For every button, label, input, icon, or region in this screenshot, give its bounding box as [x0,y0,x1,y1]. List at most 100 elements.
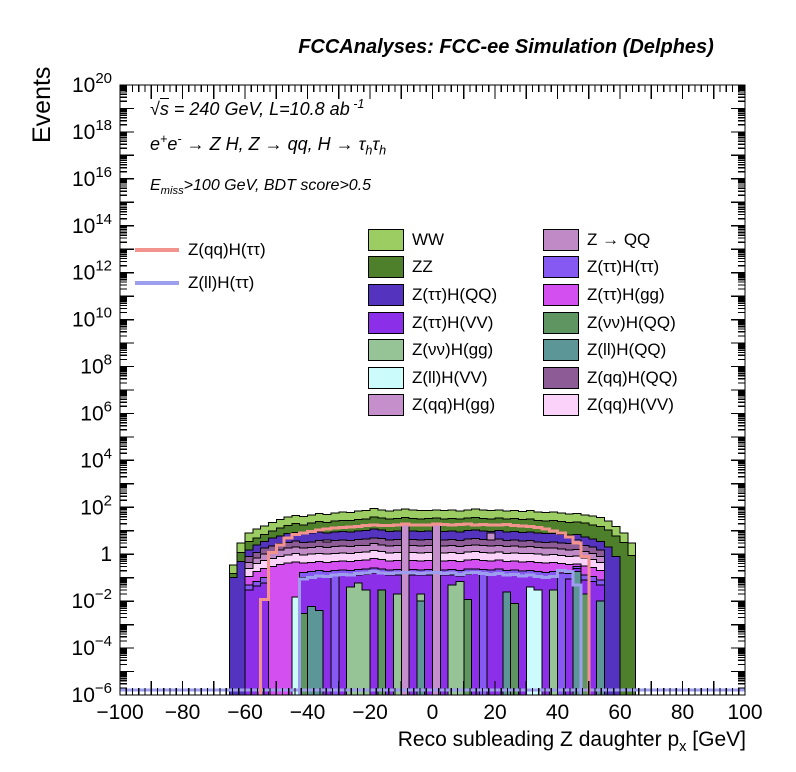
x-axis-title: Reco subleading Z daughter px [GeV] [398,728,746,755]
legend-item-2: Z(ττ)H(QQ) [368,281,497,309]
x-tick-label: 60 [608,701,631,724]
stack-layer-11 [463,598,473,696]
legend-color-swatch [368,394,404,417]
x-tick-label: −20 [352,701,388,724]
y-tick-label: 10−4 [72,633,112,660]
stack-layer-10 [346,582,371,696]
annotation-selection: Emiss>100 GeV, BDT score>0.5 [150,177,371,197]
text-segment: x [679,739,687,756]
y-tick-label: 1014 [72,211,112,238]
y-tick-label: 10−6 [72,680,112,707]
text-segment: >100 GeV, BDT score>0.5 [183,177,372,194]
legend-item-2: Z(ττ)H(gg) [543,281,678,309]
y-tick-label: 10−2 [72,586,112,613]
signal-legend-item-1: Z(ll)H(ττ) [135,266,266,299]
stack-layer-10 [549,589,558,696]
legend-label: Z(ττ)H(gg) [587,284,665,304]
axis-ticks [119,84,746,696]
legend-item-1: ZZ [368,254,497,282]
legend-color-swatch [368,256,404,279]
legend-item-0: WW [368,226,497,254]
legend-item-6: Z(qq)H(VV) [543,392,678,420]
annotation-process: e+e- → Z H, Z → qq, H → τhτh [150,132,386,158]
y-tick-label: 102 [80,492,112,519]
y-tick-label: 106 [80,398,112,425]
legend-line-swatch [135,247,179,252]
text-segment: e [150,134,161,154]
legend-label: Z(ll)H(ττ) [188,272,255,292]
legend-label: Z(νν)H(gg) [412,340,494,360]
text-segment: s [159,98,169,119]
legend-item-4: Z(ll)H(QQ) [543,336,678,364]
legend-color-swatch [543,394,579,417]
stack-layer-10 [392,593,402,696]
legend-label: Z(ττ)H(ττ) [587,257,660,277]
legend-item-1: Z(ττ)H(ττ) [543,254,678,282]
legend-label: Z(qq)H(ττ) [188,239,266,259]
legend-label: Z(qq)H(gg) [412,395,496,415]
text-segment: = 240 GeV, L=10.8 ab [168,99,350,119]
y-tick-label: 1 [100,543,112,566]
legend-color-swatch [368,228,404,251]
stack-layer-12 [307,605,324,696]
text-segment: h [365,143,373,158]
text-segment: E [150,177,161,194]
signal-line-1 [298,569,583,695]
text-segment: + [160,132,168,146]
text-segment: miss [160,185,184,198]
legend-color-swatch [543,366,579,389]
x-tick-label: −40 [290,701,326,724]
stack-layer-12 [416,600,426,696]
y-tick-label: 1010 [72,305,112,332]
legend-label: Z(ll)H(VV) [412,367,488,387]
stack-layer-13 [525,586,543,696]
stack-layer-9 [244,582,269,696]
y-tick-label: 1020 [72,70,112,97]
legend-column-1: WW ZZ Z(ττ)H(QQ) Z(ττ)H(VV) Z(νν)H(gg) Z(ll)H… [368,226,497,419]
legend-label: Z(νν)H(QQ) [587,312,676,332]
legend-color-swatch [543,283,579,306]
stack-layer-11 [377,589,387,696]
stack-layer-10 [447,580,465,696]
legend-item-6: Z(qq)H(gg) [368,392,497,420]
y-axis-title: Events [28,66,56,143]
legend-item-3: Z(ττ)H(VV) [368,309,497,337]
signal-line-0 [259,522,591,695]
text-segment: -1 [349,97,365,111]
y-tick-label: 104 [80,445,112,472]
text-segment: τ [372,134,380,154]
legend-label: Z(qq)H(QQ) [587,367,678,387]
legend-label: Z(ll)H(QQ) [587,340,667,360]
legend-color-swatch [368,366,404,389]
text-segment: [GeV] [686,728,746,751]
text-segment: → Z H, Z → qq, H → τ [181,134,366,154]
x-tick-label: 40 [546,701,569,724]
legend-label: Z(ττ)H(QQ) [412,284,498,304]
legend-color-swatch [368,339,404,362]
text-segment: Reco subleading Z daughter p [397,728,680,751]
stack-layer-11 [510,602,519,696]
y-tick-label: 1012 [72,258,112,285]
x-tick-label: 0 [427,701,439,724]
y-tick-label: 1016 [72,164,112,191]
legend-color-swatch [543,311,579,334]
x-tick-label: −80 [165,701,201,724]
signal-legend-item-0: Z(qq)H(ττ) [135,233,266,266]
legend-item-5: Z(ll)H(VV) [368,364,497,392]
text-segment: h [379,143,387,158]
legend-color-swatch [543,256,579,279]
annotation-energy-lumi: √s = 240 GeV, L=10.8 ab -1 [150,97,364,120]
legend-line-swatch [135,280,179,285]
stack-layer-3 [432,523,441,696]
legend-label: Z(qq)H(VV) [587,395,674,415]
legend-label: Z(ττ)H(VV) [412,312,494,332]
legend-label: Z → QQ [587,229,651,249]
x-tick-label: 20 [483,701,506,724]
legend-item-5: Z(qq)H(QQ) [543,364,678,392]
legend-color-swatch [543,339,579,362]
y-tick-label: 108 [80,352,112,379]
signal-legend: Z(qq)H(ττ) Z(ll)H(ττ) [135,233,266,299]
stack-layer-3 [400,522,410,696]
